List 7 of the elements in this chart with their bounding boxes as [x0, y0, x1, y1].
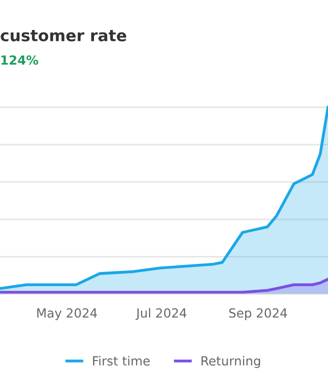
- x-tick-label: Sep 2024: [229, 308, 288, 320]
- chart-subtitle: 124%: [1, 55, 38, 65]
- x-tick-label: Jul 2024: [136, 308, 186, 320]
- chart-title: customer rate: [0, 30, 126, 42]
- x-tick-label: May 2024: [37, 308, 97, 320]
- legend-label: Returning: [202, 356, 260, 368]
- legend-label: First time: [93, 356, 150, 366]
